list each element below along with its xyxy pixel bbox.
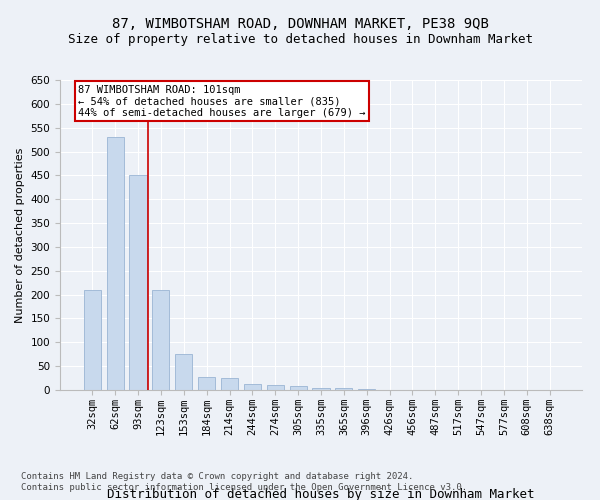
Bar	[175, 354, 193, 390]
Bar	[84, 290, 101, 390]
Y-axis label: Number of detached properties: Number of detached properties	[15, 148, 25, 322]
Bar	[244, 384, 261, 390]
X-axis label: Distribution of detached houses by size in Downham Market: Distribution of detached houses by size …	[107, 488, 535, 500]
Text: 87, WIMBOTSHAM ROAD, DOWNHAM MARKET, PE38 9QB: 87, WIMBOTSHAM ROAD, DOWNHAM MARKET, PE3…	[112, 18, 488, 32]
Bar	[107, 137, 124, 390]
Text: Contains HM Land Registry data © Crown copyright and database right 2024.: Contains HM Land Registry data © Crown c…	[21, 472, 413, 481]
Bar	[221, 378, 238, 390]
Bar	[313, 388, 329, 390]
Text: Contains public sector information licensed under the Open Government Licence v3: Contains public sector information licen…	[21, 484, 467, 492]
Bar	[335, 388, 352, 390]
Bar	[266, 385, 284, 390]
Bar	[152, 290, 169, 390]
Bar	[358, 388, 376, 390]
Text: 87 WIMBOTSHAM ROAD: 101sqm
← 54% of detached houses are smaller (835)
44% of sem: 87 WIMBOTSHAM ROAD: 101sqm ← 54% of deta…	[78, 84, 366, 118]
Bar	[198, 376, 215, 390]
Bar	[130, 176, 146, 390]
Bar	[290, 386, 307, 390]
Text: Size of property relative to detached houses in Downham Market: Size of property relative to detached ho…	[67, 32, 533, 46]
